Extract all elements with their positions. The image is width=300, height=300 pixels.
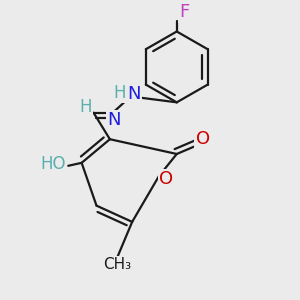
Text: H: H <box>113 84 126 102</box>
Text: N: N <box>128 85 141 103</box>
Text: O: O <box>196 130 210 148</box>
Text: CH₃: CH₃ <box>103 257 131 272</box>
Text: F: F <box>179 3 189 21</box>
Text: H: H <box>79 98 92 116</box>
Text: HO: HO <box>41 155 66 173</box>
Text: N: N <box>108 111 121 129</box>
Text: O: O <box>159 170 173 188</box>
